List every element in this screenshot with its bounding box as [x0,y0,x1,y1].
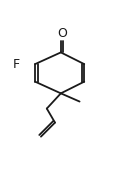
Text: F: F [13,58,20,71]
Text: O: O [57,27,67,40]
